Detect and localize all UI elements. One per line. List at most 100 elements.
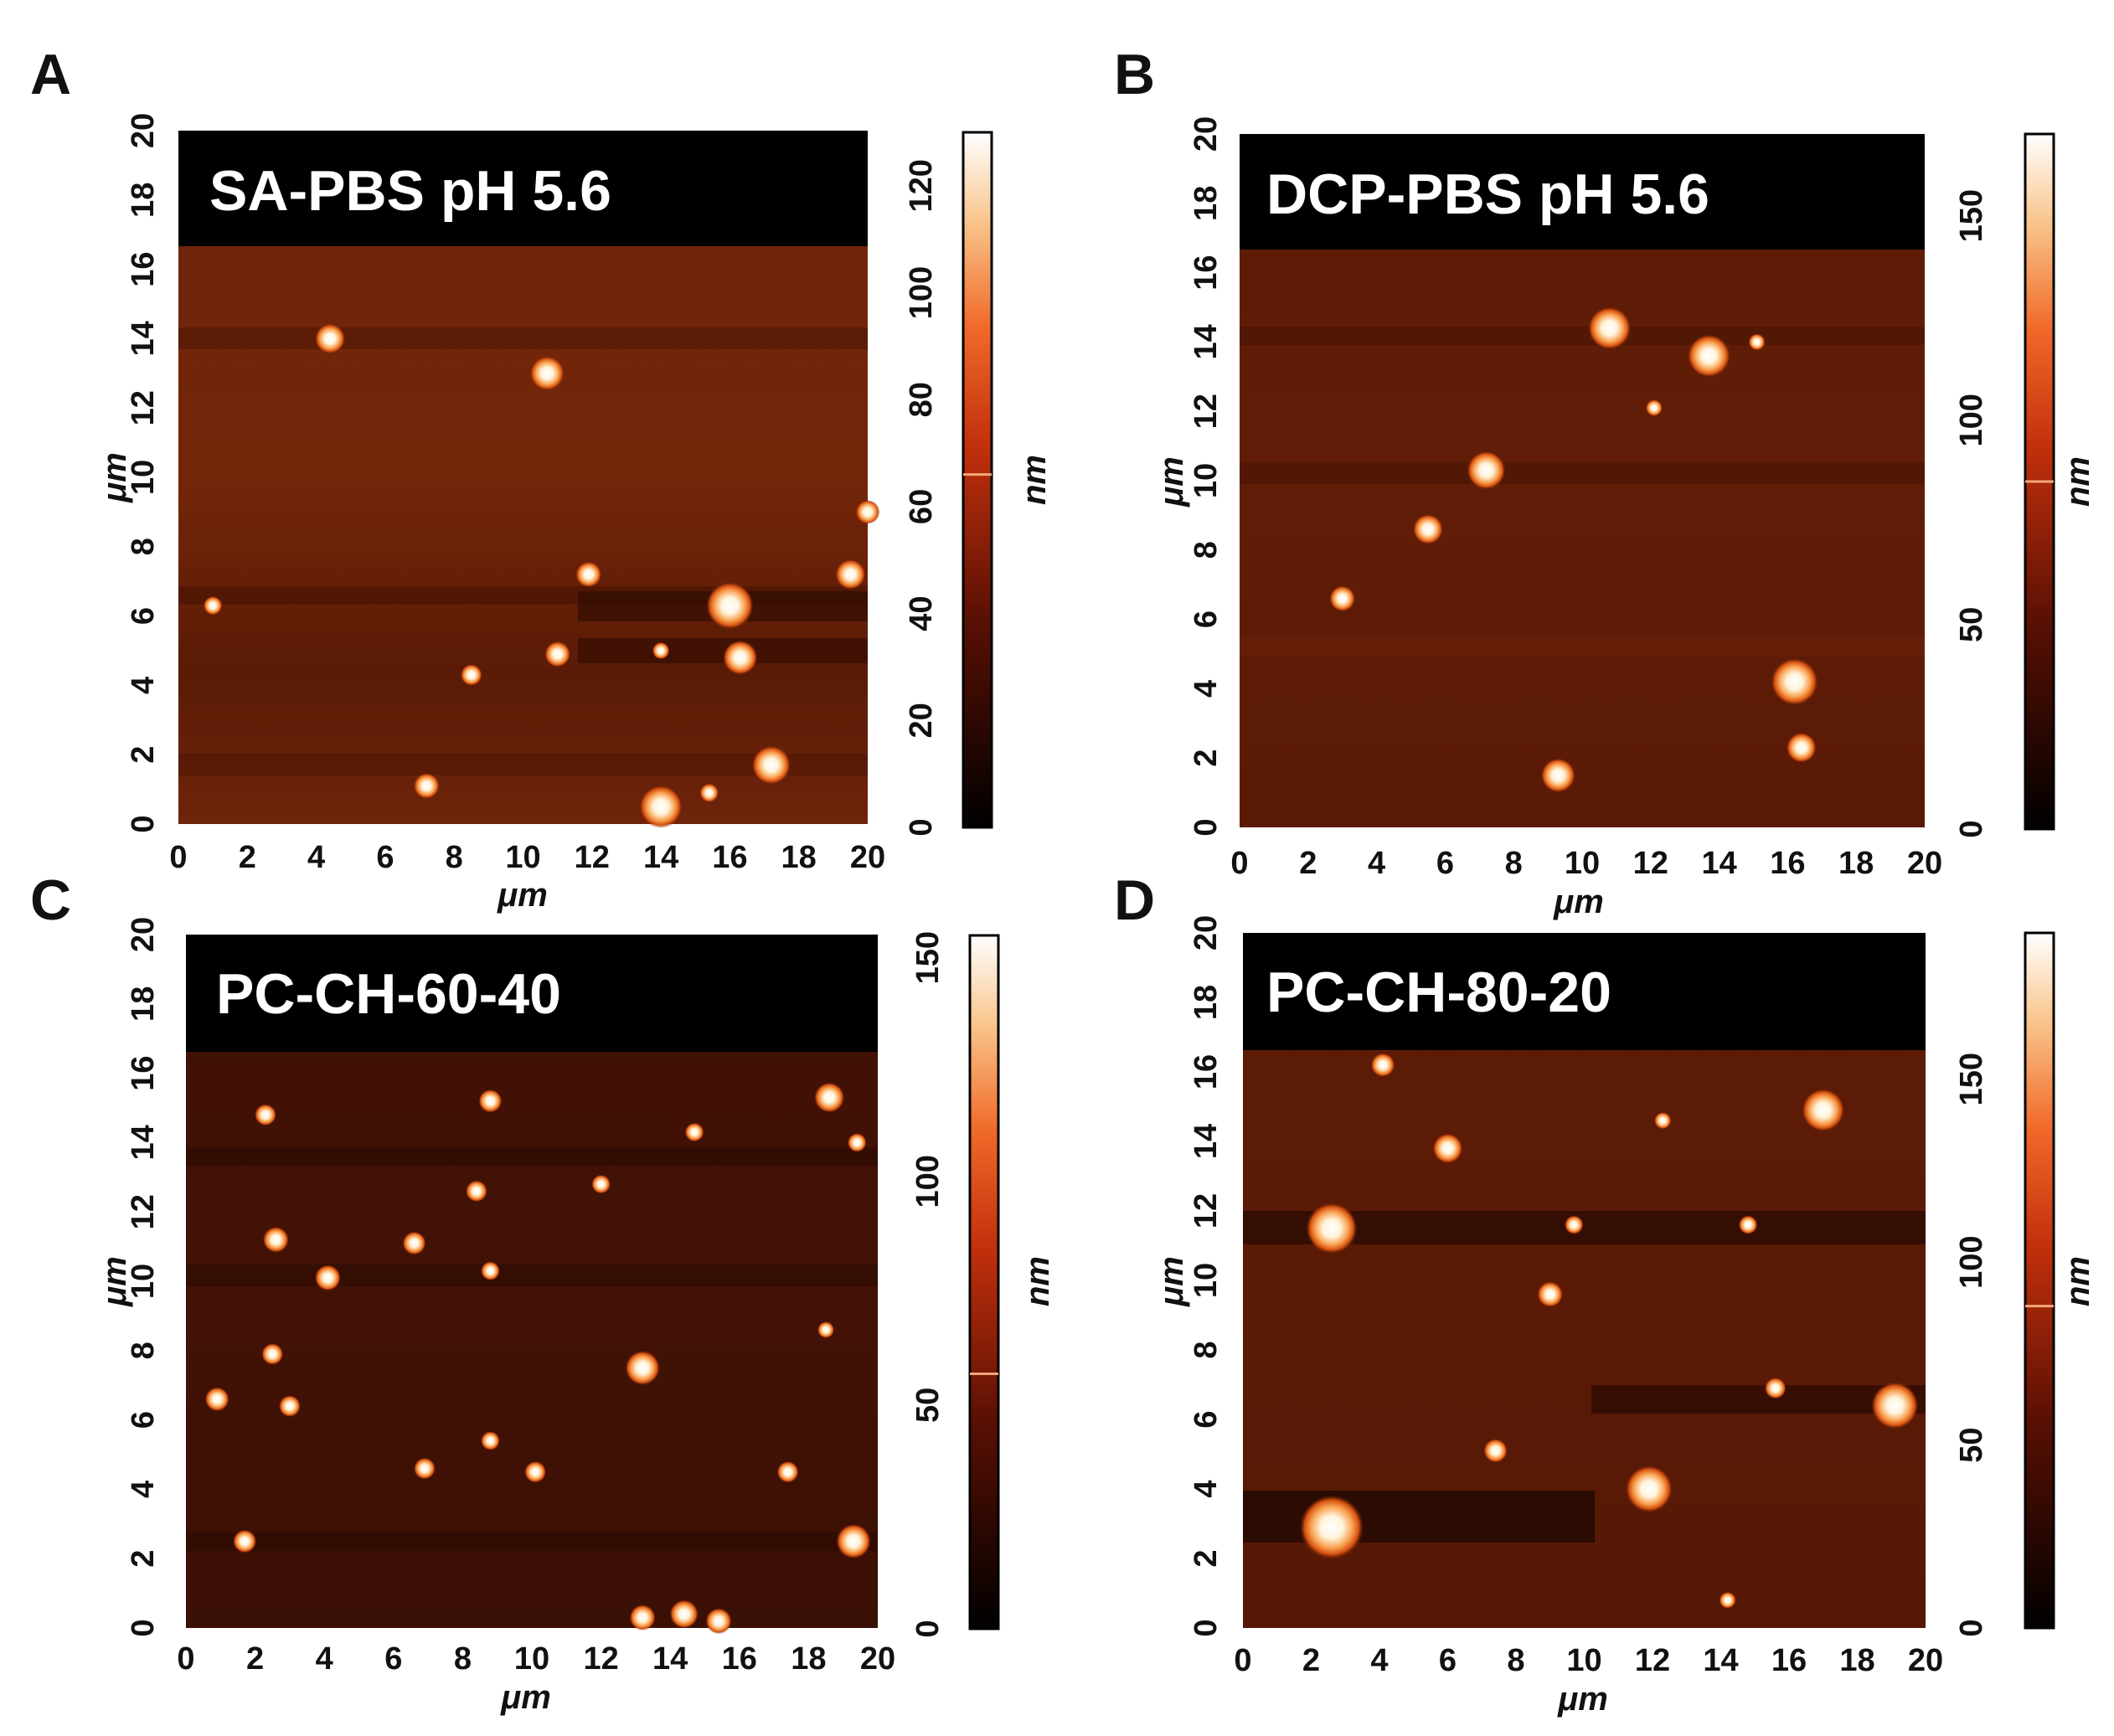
x-tick-label: 16 [1770, 846, 1805, 881]
x-tick-label: 4 [316, 1641, 333, 1677]
y-tick-label: 0 [126, 1619, 161, 1636]
y-tick-label: 10 [1188, 463, 1224, 498]
particle [776, 1460, 799, 1483]
particle [1871, 1382, 1919, 1429]
y-axis-ticks: 0 2 4 6 8 10 12 14 16 18 20 [126, 917, 161, 1637]
x-tick-label: 12 [1635, 1643, 1670, 1678]
y-tick-label: 2 [1188, 1549, 1224, 1567]
scan-band [1591, 1385, 1926, 1414]
y-tick-label: 8 [126, 538, 161, 555]
particle [629, 1605, 656, 1631]
y-tick-label: 0 [126, 815, 161, 832]
scan-band [1240, 462, 1925, 484]
colorbar-unit-label: nm [2060, 1256, 2096, 1306]
y-axis-ticks: 0 2 4 6 8 10 12 14 16 18 20 [1188, 116, 1224, 837]
x-tick-label: 20 [1908, 1643, 1943, 1678]
particle [1483, 1439, 1508, 1463]
colorbar-unit-label: nm [1019, 1256, 1056, 1306]
y-tick-label: 14 [126, 1125, 161, 1160]
x-tick-label: 6 [1439, 1643, 1457, 1678]
particle [817, 1321, 835, 1338]
y-tick-label: 14 [1188, 324, 1224, 359]
y-tick-label: 4 [126, 677, 161, 694]
colorbar-ticks: 0 50 100 150 [1954, 1053, 2054, 1637]
x-tick-label: 16 [722, 1641, 757, 1677]
particle [699, 783, 719, 803]
colorbar-tick-label: 50 [1954, 1427, 1989, 1462]
title-banner [1243, 933, 1926, 1050]
particle [233, 1529, 257, 1553]
x-tick-label: 2 [246, 1641, 264, 1677]
y-tick-label: 12 [126, 1194, 161, 1229]
colorbar-ticks: 0 50 100 150 [910, 931, 998, 1638]
x-axis-ticks: 0 2 4 6 8 10 12 14 16 18 20 [177, 1641, 895, 1677]
particle [836, 1523, 871, 1559]
x-tick-label: 12 [575, 840, 610, 875]
scan-band [1243, 1491, 1595, 1543]
x-tick-label: 18 [791, 1641, 826, 1677]
y-tick-label: 20 [1188, 116, 1224, 152]
particle [705, 1608, 732, 1635]
x-tick-label: 16 [1771, 1643, 1807, 1678]
y-axis-label: μm [96, 1256, 133, 1307]
y-tick-label: 0 [1188, 1619, 1224, 1636]
particle [723, 640, 758, 675]
colorbar-gradient [2024, 931, 2055, 1630]
colorbar: 0 50 100 150 nm [1954, 132, 2096, 838]
particles [203, 323, 880, 829]
y-axis-label: μm [96, 452, 133, 503]
x-tick-label: 12 [583, 1641, 618, 1677]
particles [1299, 1053, 1919, 1609]
particle [481, 1261, 500, 1280]
particle [1565, 1215, 1584, 1234]
y-tick-label: 2 [1188, 750, 1224, 767]
y-tick-label: 18 [1188, 985, 1224, 1020]
particle [1771, 658, 1818, 706]
colorbar-gradient [968, 934, 1000, 1630]
x-tick-label: 10 [505, 840, 540, 875]
colorbar: 0 50 100 150 nm [910, 931, 1056, 1638]
x-tick-label: 10 [514, 1641, 549, 1677]
colorbar-tick-label: 0 [904, 818, 939, 836]
particle [1764, 1377, 1787, 1399]
colorbar-tick-label: 100 [1954, 1235, 1989, 1288]
x-tick-label: 16 [712, 840, 747, 875]
particle [706, 581, 754, 630]
x-tick-label: 6 [376, 840, 394, 875]
y-tick-label: 18 [126, 183, 161, 218]
scan-band [178, 327, 868, 349]
particle [1625, 1465, 1673, 1513]
particle [1738, 1215, 1758, 1234]
particle [575, 561, 602, 588]
particle [413, 773, 440, 799]
particle [639, 785, 683, 829]
particle [1687, 334, 1730, 378]
x-tick-label: 12 [1633, 846, 1668, 881]
particle [262, 1226, 289, 1253]
x-tick-label: 8 [454, 1641, 472, 1677]
x-tick-label: 14 [1703, 1643, 1738, 1678]
particle [478, 1089, 503, 1113]
sample-title: SA-PBS pH 5.6 [209, 159, 611, 223]
panel-b: B DCP-PBS pH 5.6 0 2 4 6 8 10 12 14 16 18 20 0 2 4 6 8… [1114, 43, 2096, 920]
y-tick-label: 8 [1188, 541, 1224, 559]
x-tick-label: 10 [1566, 1643, 1601, 1678]
particle [1748, 333, 1766, 351]
x-tick-label: 4 [307, 840, 325, 875]
x-axis-label: μm [1553, 883, 1604, 920]
sample-title: PC-CH-60-40 [216, 962, 561, 1026]
x-tick-label: 8 [1505, 846, 1523, 881]
colorbar-tick-label: 150 [910, 931, 946, 984]
y-tick-label: 8 [1188, 1341, 1224, 1358]
scan-band [186, 1265, 878, 1286]
particle [261, 1343, 284, 1365]
particle [1786, 732, 1817, 763]
sample-title: PC-CH-80-20 [1266, 961, 1611, 1024]
y-tick-label: 10 [126, 1264, 161, 1299]
particle [315, 323, 346, 354]
particle [1645, 399, 1663, 417]
particle [460, 664, 482, 686]
x-axis-ticks: 0 2 4 6 8 10 12 14 16 18 20 [1230, 846, 1942, 881]
colorbar-tick-label: 150 [1954, 1053, 1989, 1105]
y-tick-label: 14 [126, 321, 161, 356]
